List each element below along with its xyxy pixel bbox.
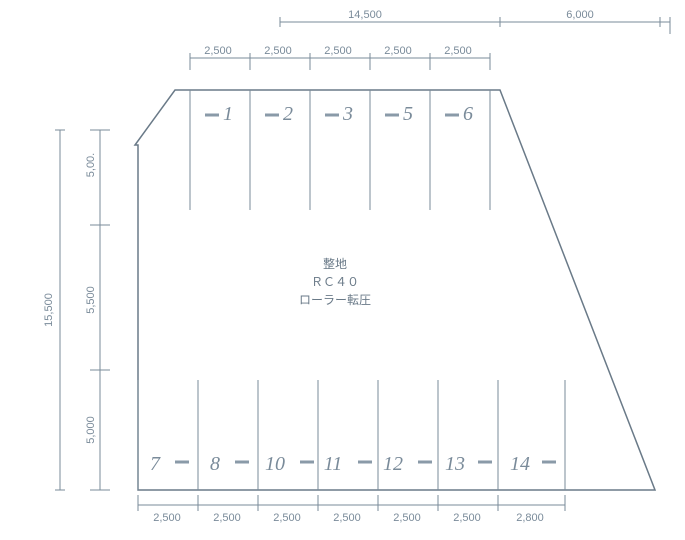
center-label: ローラー転圧 <box>299 293 371 307</box>
slot-number: 8 <box>210 453 220 475</box>
lot-outline <box>135 90 655 490</box>
dim-label-bottom: 2,500 <box>453 512 481 524</box>
slot-number: 3 <box>342 103 353 125</box>
dim-label-bottom: 2,500 <box>393 512 421 524</box>
dim-label-top-minor: 2,500 <box>324 45 352 57</box>
slot-number: 7 <box>150 453 161 475</box>
dim-label-bottom: 2,800 <box>516 512 544 524</box>
slot-number: 14 <box>510 453 530 475</box>
dim-label-left-major: 15,500 <box>43 293 55 327</box>
dim-label-top-minor: 2,500 <box>444 45 472 57</box>
dim-label-bottom: 2,500 <box>273 512 301 524</box>
slot-number: 10 <box>265 453 285 475</box>
dim-label-top-major: 6,000 <box>566 9 594 21</box>
slot-number: 12 <box>383 453 403 475</box>
dim-label-top-minor: 2,500 <box>204 45 232 57</box>
dim-label-left-minor: 5,00. <box>85 153 97 177</box>
dim-label-top-minor: 2,500 <box>384 45 412 57</box>
dim-label-bottom: 2,500 <box>333 512 361 524</box>
dim-label-left-minor: 5,500 <box>85 286 97 314</box>
dim-label-top-minor: 2,500 <box>264 45 292 57</box>
slot-number: 1 <box>223 103 233 125</box>
slot-number: 2 <box>283 103 293 125</box>
dim-label-bottom: 2,500 <box>213 512 241 524</box>
dim-label-top-major: 14,500 <box>348 9 382 21</box>
slot-number: 11 <box>324 453 343 475</box>
slot-number: 6 <box>463 103 473 125</box>
slot-number: 13 <box>445 453 465 475</box>
center-label: 整地 <box>323 256 347 271</box>
center-label: ＲＣ４０ <box>311 275 359 289</box>
dim-label-bottom: 2,500 <box>153 512 181 524</box>
dim-label-left-minor: 5,000 <box>85 416 97 444</box>
slot-number: 5 <box>403 103 413 125</box>
